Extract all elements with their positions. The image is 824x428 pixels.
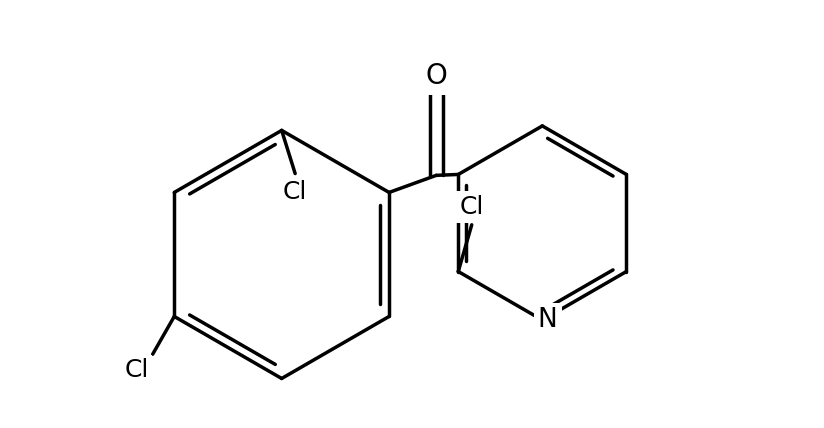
Text: N: N bbox=[538, 307, 558, 333]
Text: Cl: Cl bbox=[460, 195, 484, 219]
Text: Cl: Cl bbox=[124, 358, 148, 382]
Text: O: O bbox=[425, 62, 447, 90]
Text: Cl: Cl bbox=[283, 179, 307, 204]
